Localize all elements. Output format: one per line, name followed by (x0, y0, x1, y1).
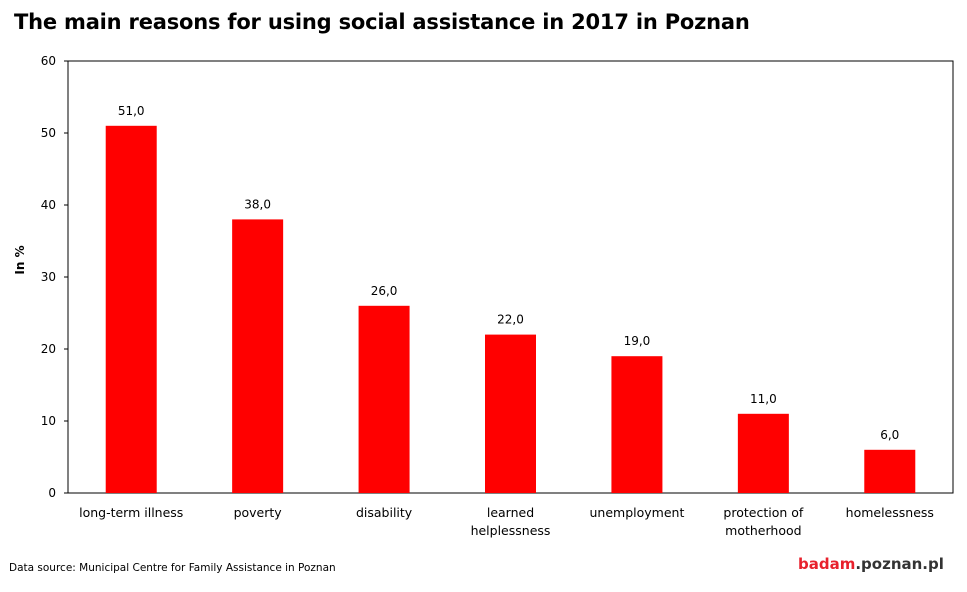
site-logo[interactable]: badam.poznan.pl (798, 555, 944, 573)
bar (232, 219, 284, 493)
x-tick-label: homelessness (846, 505, 934, 520)
logo-part-badam: badam (798, 555, 856, 573)
bar-value-label: 51,0 (118, 104, 145, 118)
bar-value-label: 26,0 (371, 284, 398, 298)
y-tick-label: 10 (41, 414, 56, 428)
bar-value-label: 19,0 (624, 334, 651, 348)
x-tick-label: long-term illness (79, 505, 183, 520)
y-tick-label: 30 (41, 270, 56, 284)
bar-value-label: 11,0 (750, 392, 777, 406)
y-tick-label: 40 (41, 198, 56, 212)
x-tick-label: protection of motherhood (723, 505, 803, 538)
bar (105, 125, 157, 494)
y-tick-label: 20 (41, 342, 56, 356)
bar (485, 334, 536, 493)
x-tick-label: unemployment (589, 505, 684, 520)
x-tick-label: poverty (234, 505, 283, 520)
x-tick-label: disability (356, 505, 413, 520)
y-tick-label: 0 (48, 486, 56, 500)
bar-value-label: 6,0 (880, 428, 899, 442)
bar (864, 449, 916, 493)
bar-value-label: 22,0 (497, 313, 524, 327)
y-tick-label: 50 (41, 126, 56, 140)
bar (737, 413, 789, 493)
logo-part-domain: .poznan.pl (855, 555, 944, 573)
y-tick-label: 60 (41, 54, 56, 68)
chart-title: The main reasons for using social assist… (14, 10, 750, 34)
bar (611, 356, 663, 493)
y-axis-label: In % (13, 245, 27, 274)
x-tick-label: learned helplessness (471, 505, 551, 538)
data-source-note: Data source: Municipal Centre for Family… (9, 562, 336, 574)
bar (358, 305, 410, 493)
bar-value-label: 38,0 (244, 197, 271, 211)
